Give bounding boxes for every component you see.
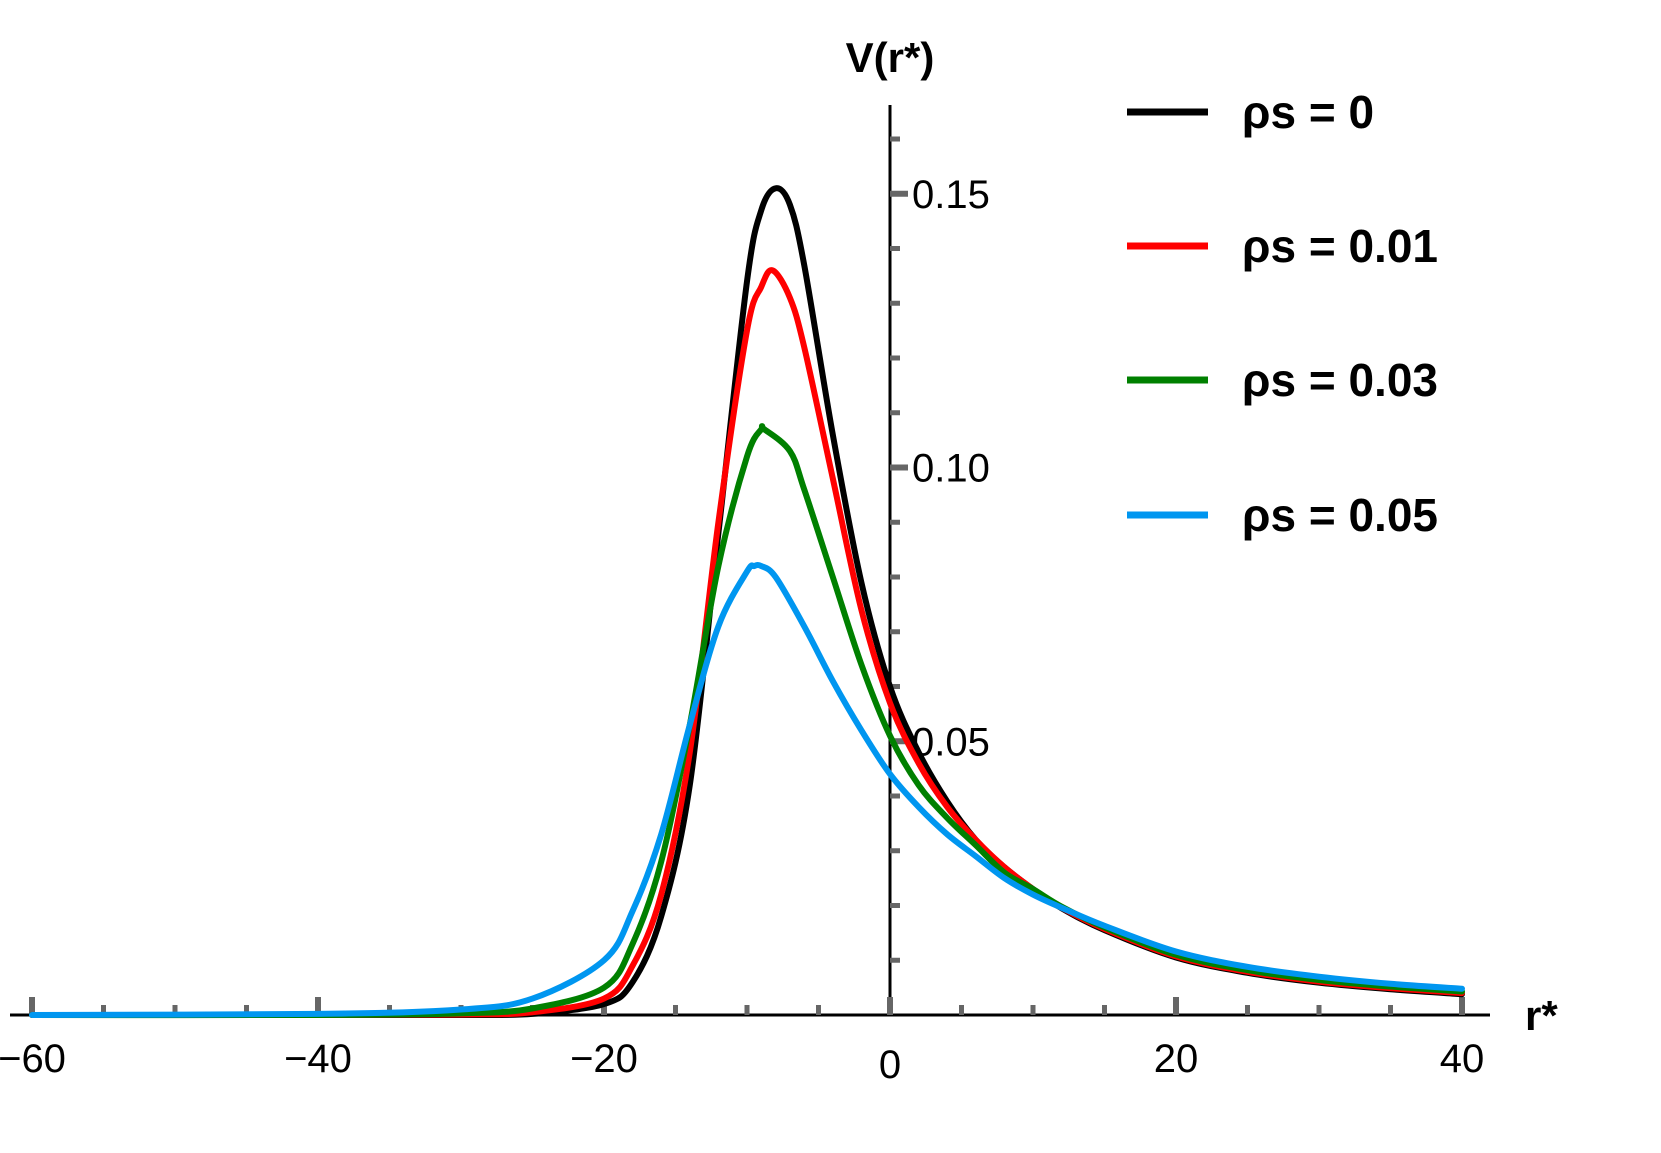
x-axis-label: r* xyxy=(1525,992,1558,1039)
x-tick-label: 20 xyxy=(1154,1037,1199,1081)
y-tick-label: 0.05 xyxy=(912,720,990,764)
y-axis-label: V(r*) xyxy=(846,34,935,81)
legend: ρs = 0 ρs = 0.01 ρs = 0.03 ρs = 0.05 xyxy=(1127,86,1438,541)
series-line-3 xyxy=(29,562,1465,1018)
x-tick-label: −60 xyxy=(0,1037,66,1081)
legend-label-2: ρs = 0.03 xyxy=(1242,354,1438,406)
legend-label-0: ρs = 0 xyxy=(1242,86,1374,138)
x-tick-label: −40 xyxy=(284,1037,352,1081)
curves xyxy=(29,185,1465,1019)
series-line-0 xyxy=(29,185,1465,1019)
y-tick-label: 0.10 xyxy=(912,447,990,491)
legend-label-1: ρs = 0.01 xyxy=(1242,220,1438,272)
x-tick-label: 0 xyxy=(879,1043,901,1087)
y-tick-label: 0.15 xyxy=(912,173,990,217)
x-tick-label: 40 xyxy=(1440,1037,1485,1081)
ticks: −60 −40 −20 0 20 40 0.05 0.10 0.15 xyxy=(0,136,1485,1087)
legend-label-3: ρs = 0.05 xyxy=(1242,489,1438,541)
x-tick-label: −20 xyxy=(570,1037,638,1081)
